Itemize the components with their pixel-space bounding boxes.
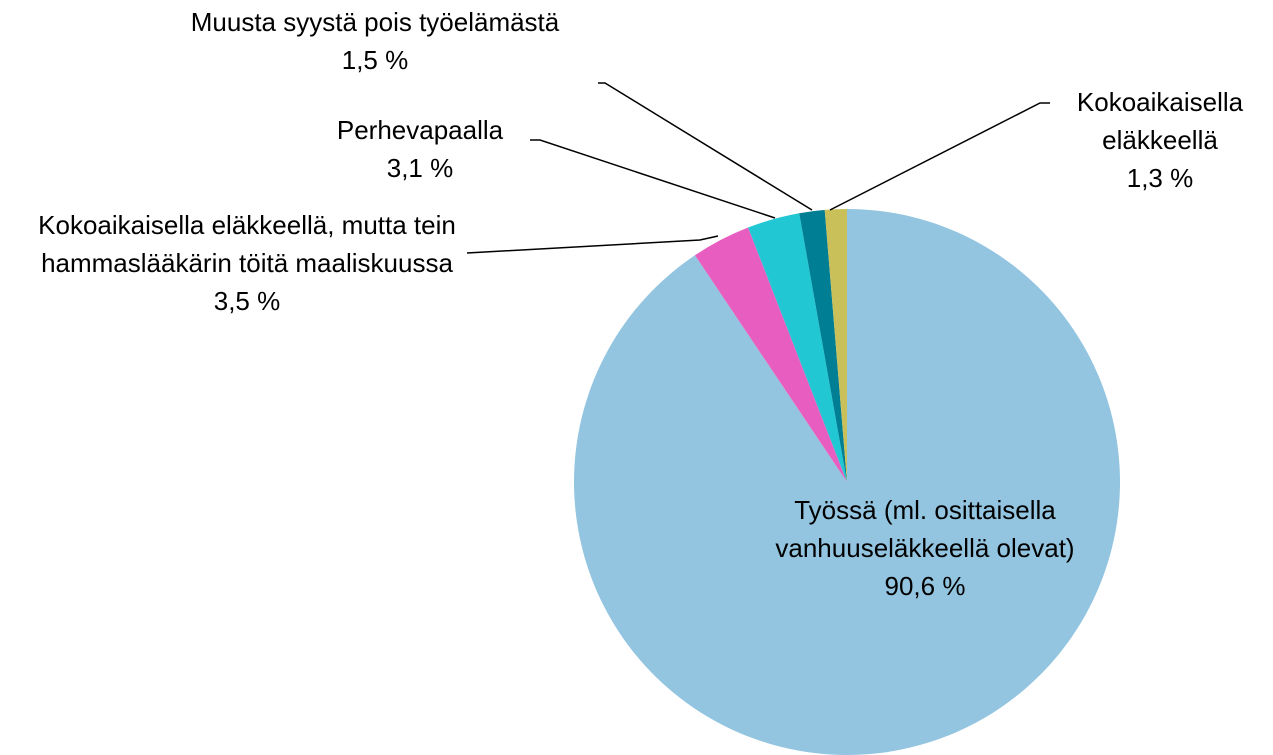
pie-slice	[824, 209, 847, 482]
leader-line	[598, 82, 813, 211]
category-label: Muusta syystä pois työelämästä	[190, 7, 560, 37]
value-label: 1,5 %	[341, 45, 409, 75]
category-label: Perhevapaalla	[336, 115, 504, 145]
value-label: 3,1 %	[386, 153, 454, 183]
slice-label: Muusta syystä pois työelämästä 1,5 %	[140, 3, 610, 79]
category-label: Työssä (ml. osittaisella vanhuuseläkkeel…	[775, 495, 1075, 563]
slice-label: Työssä (ml. osittaisella vanhuuseläkkeel…	[740, 491, 1110, 605]
pie-slice	[694, 227, 847, 482]
leader-line	[530, 139, 776, 219]
slice-label: Perhevapaalla 3,1 %	[320, 111, 520, 187]
category-label: Kokoaikaisella eläkkeellä, mutta tein ha…	[38, 210, 456, 278]
value-label: 3,5 %	[213, 286, 281, 316]
value-label: 1,3 %	[1126, 163, 1194, 193]
pie-slice	[748, 213, 847, 483]
leader-line	[829, 102, 1050, 211]
leader-line	[466, 235, 719, 254]
value-label: 90,6 %	[884, 571, 966, 601]
category-label: Kokoaikaisella eläkkeellä	[1076, 87, 1244, 155]
pie-slice	[799, 209, 847, 482]
slice-label: Kokoaikaisella eläkkeellä 1,3 %	[1060, 83, 1260, 197]
slice-label: Kokoaikaisella eläkkeellä, mutta tein ha…	[12, 206, 482, 320]
